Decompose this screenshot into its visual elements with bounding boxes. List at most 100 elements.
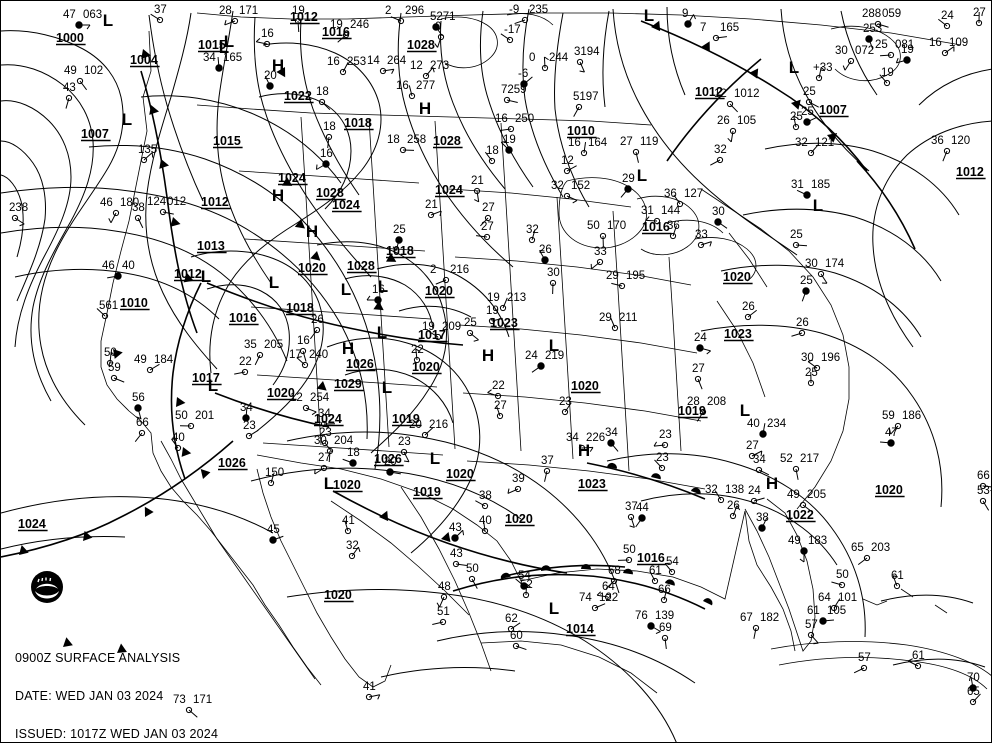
- station-value: 37: [154, 4, 167, 16]
- station-temperature: 35: [244, 339, 257, 351]
- svg-text:1023: 1023: [490, 316, 518, 330]
- station-pressure: 244: [549, 52, 569, 64]
- wind-barb-feather: [655, 631, 661, 634]
- station-circle: [503, 96, 511, 104]
- station-temperature: 31: [641, 205, 654, 217]
- wind-barb-shaft: [506, 99, 518, 103]
- low-pressure-center: L: [549, 336, 559, 355]
- station-circle: [397, 17, 405, 25]
- high-pressure-center: H: [306, 222, 318, 241]
- station-circle: [339, 68, 347, 76]
- wind-barb-feather: [392, 246, 397, 251]
- svg-text:1020: 1020: [333, 478, 361, 492]
- isobar-label: 1024: [435, 183, 465, 198]
- station-value: 43: [63, 82, 76, 94]
- svg-text:1015: 1015: [213, 134, 241, 148]
- wind-barb-shaft: [610, 442, 619, 452]
- station-temperature: 28: [687, 396, 700, 408]
- station-value: 50: [623, 544, 636, 556]
- station-pressure: 105: [827, 605, 846, 617]
- isobar-label: 1012: [174, 267, 204, 282]
- station-value: 38: [132, 202, 145, 214]
- wind-barb-shaft: [635, 517, 643, 528]
- station-value: 54: [666, 556, 679, 568]
- station-circle: [969, 698, 977, 706]
- isobar-label: 1020: [571, 379, 601, 394]
- wind-barb-feather: [889, 429, 892, 435]
- cold-front-pacific: [1, 440, 234, 558]
- station-circle: [860, 664, 868, 672]
- wind-barb-shaft: [368, 694, 380, 698]
- station-temperature: 34: [203, 52, 216, 64]
- wind-barb-feather: [403, 460, 410, 463]
- high-pressure-center: H: [342, 339, 354, 358]
- svg-text:1016: 1016: [642, 220, 670, 234]
- wind-barb-shaft: [107, 275, 119, 279]
- station-temperature: 16: [929, 37, 942, 49]
- wind-barb-shaft: [566, 195, 578, 201]
- station-pressure: 235: [529, 4, 548, 16]
- cold-front-midwest: [206, 282, 464, 346]
- station-pressure: 101: [838, 592, 857, 604]
- station-pressure: 40: [122, 260, 135, 272]
- wind-barb-shaft: [853, 667, 865, 674]
- svg-text:1020: 1020: [505, 512, 533, 526]
- station-temperature: 16: [568, 137, 581, 149]
- wind-barb-shaft: [515, 578, 525, 587]
- wind-barb-feather: [813, 642, 819, 645]
- wind-barb-shaft: [321, 101, 331, 111]
- station-value: 38: [479, 490, 492, 502]
- station-circle: [365, 693, 373, 701]
- station-pressure: 127: [684, 188, 703, 200]
- station-circle: [101, 312, 109, 320]
- isobar-label: 1020: [267, 386, 297, 401]
- isobar-label: 1000: [56, 31, 86, 46]
- station-temperature: 32: [705, 484, 718, 496]
- wind-barb-feather: [501, 140, 507, 143]
- station-circle: [468, 575, 476, 583]
- wind-barb-feather: [526, 583, 531, 588]
- wind-barb-shaft: [137, 217, 144, 229]
- wind-barb-shaft: [654, 444, 666, 447]
- wind-barb-shaft: [892, 575, 898, 587]
- station-value: 238: [9, 202, 28, 214]
- high-pressure-center: H: [419, 99, 431, 118]
- wind-barb-feather: [357, 546, 361, 553]
- station-pressure: 182: [760, 612, 779, 624]
- station-pressure: 144: [661, 205, 681, 217]
- wind-barb-shaft: [65, 97, 70, 109]
- wind-barb-shaft: [714, 490, 722, 501]
- station-temperature: 50: [587, 220, 600, 232]
- svg-text:1010: 1010: [567, 124, 595, 138]
- svg-text:1020: 1020: [571, 379, 599, 393]
- station-value: 26: [742, 301, 755, 313]
- station-circle: [943, 147, 951, 155]
- station-pressure: 180: [120, 197, 139, 209]
- station-value: 51: [437, 606, 450, 618]
- wind-barb-shaft: [796, 189, 808, 196]
- station-value: 61: [649, 565, 662, 577]
- station-value: 41: [363, 681, 376, 693]
- wind-barb-shaft: [316, 163, 327, 170]
- station-temperature: 65: [851, 542, 864, 554]
- wind-barb-shaft: [806, 116, 818, 123]
- isobar-label: 1020: [324, 588, 354, 603]
- low-pressure-center: L: [103, 11, 113, 30]
- wind-barb-feather: [709, 241, 712, 247]
- isobar-label: 1020: [298, 261, 328, 276]
- wind-barb-shaft: [579, 61, 585, 73]
- station-value: 48: [438, 581, 451, 593]
- occluded-front-west: [170, 282, 202, 480]
- station-pressure: 164: [588, 137, 608, 149]
- wind-barb-shaft: [327, 136, 330, 148]
- station-pressure: 119: [640, 136, 658, 148]
- wind-barb-shaft: [597, 594, 609, 598]
- station-circle: [676, 200, 684, 208]
- station-circle: [437, 33, 445, 41]
- svg-text:1028: 1028: [407, 38, 435, 52]
- station-temperature: 59: [882, 410, 895, 422]
- station-temperature: 16: [327, 56, 340, 68]
- svg-text:1028: 1028: [347, 259, 375, 273]
- station-circle: [543, 467, 551, 475]
- station-temperature: 30: [801, 352, 814, 364]
